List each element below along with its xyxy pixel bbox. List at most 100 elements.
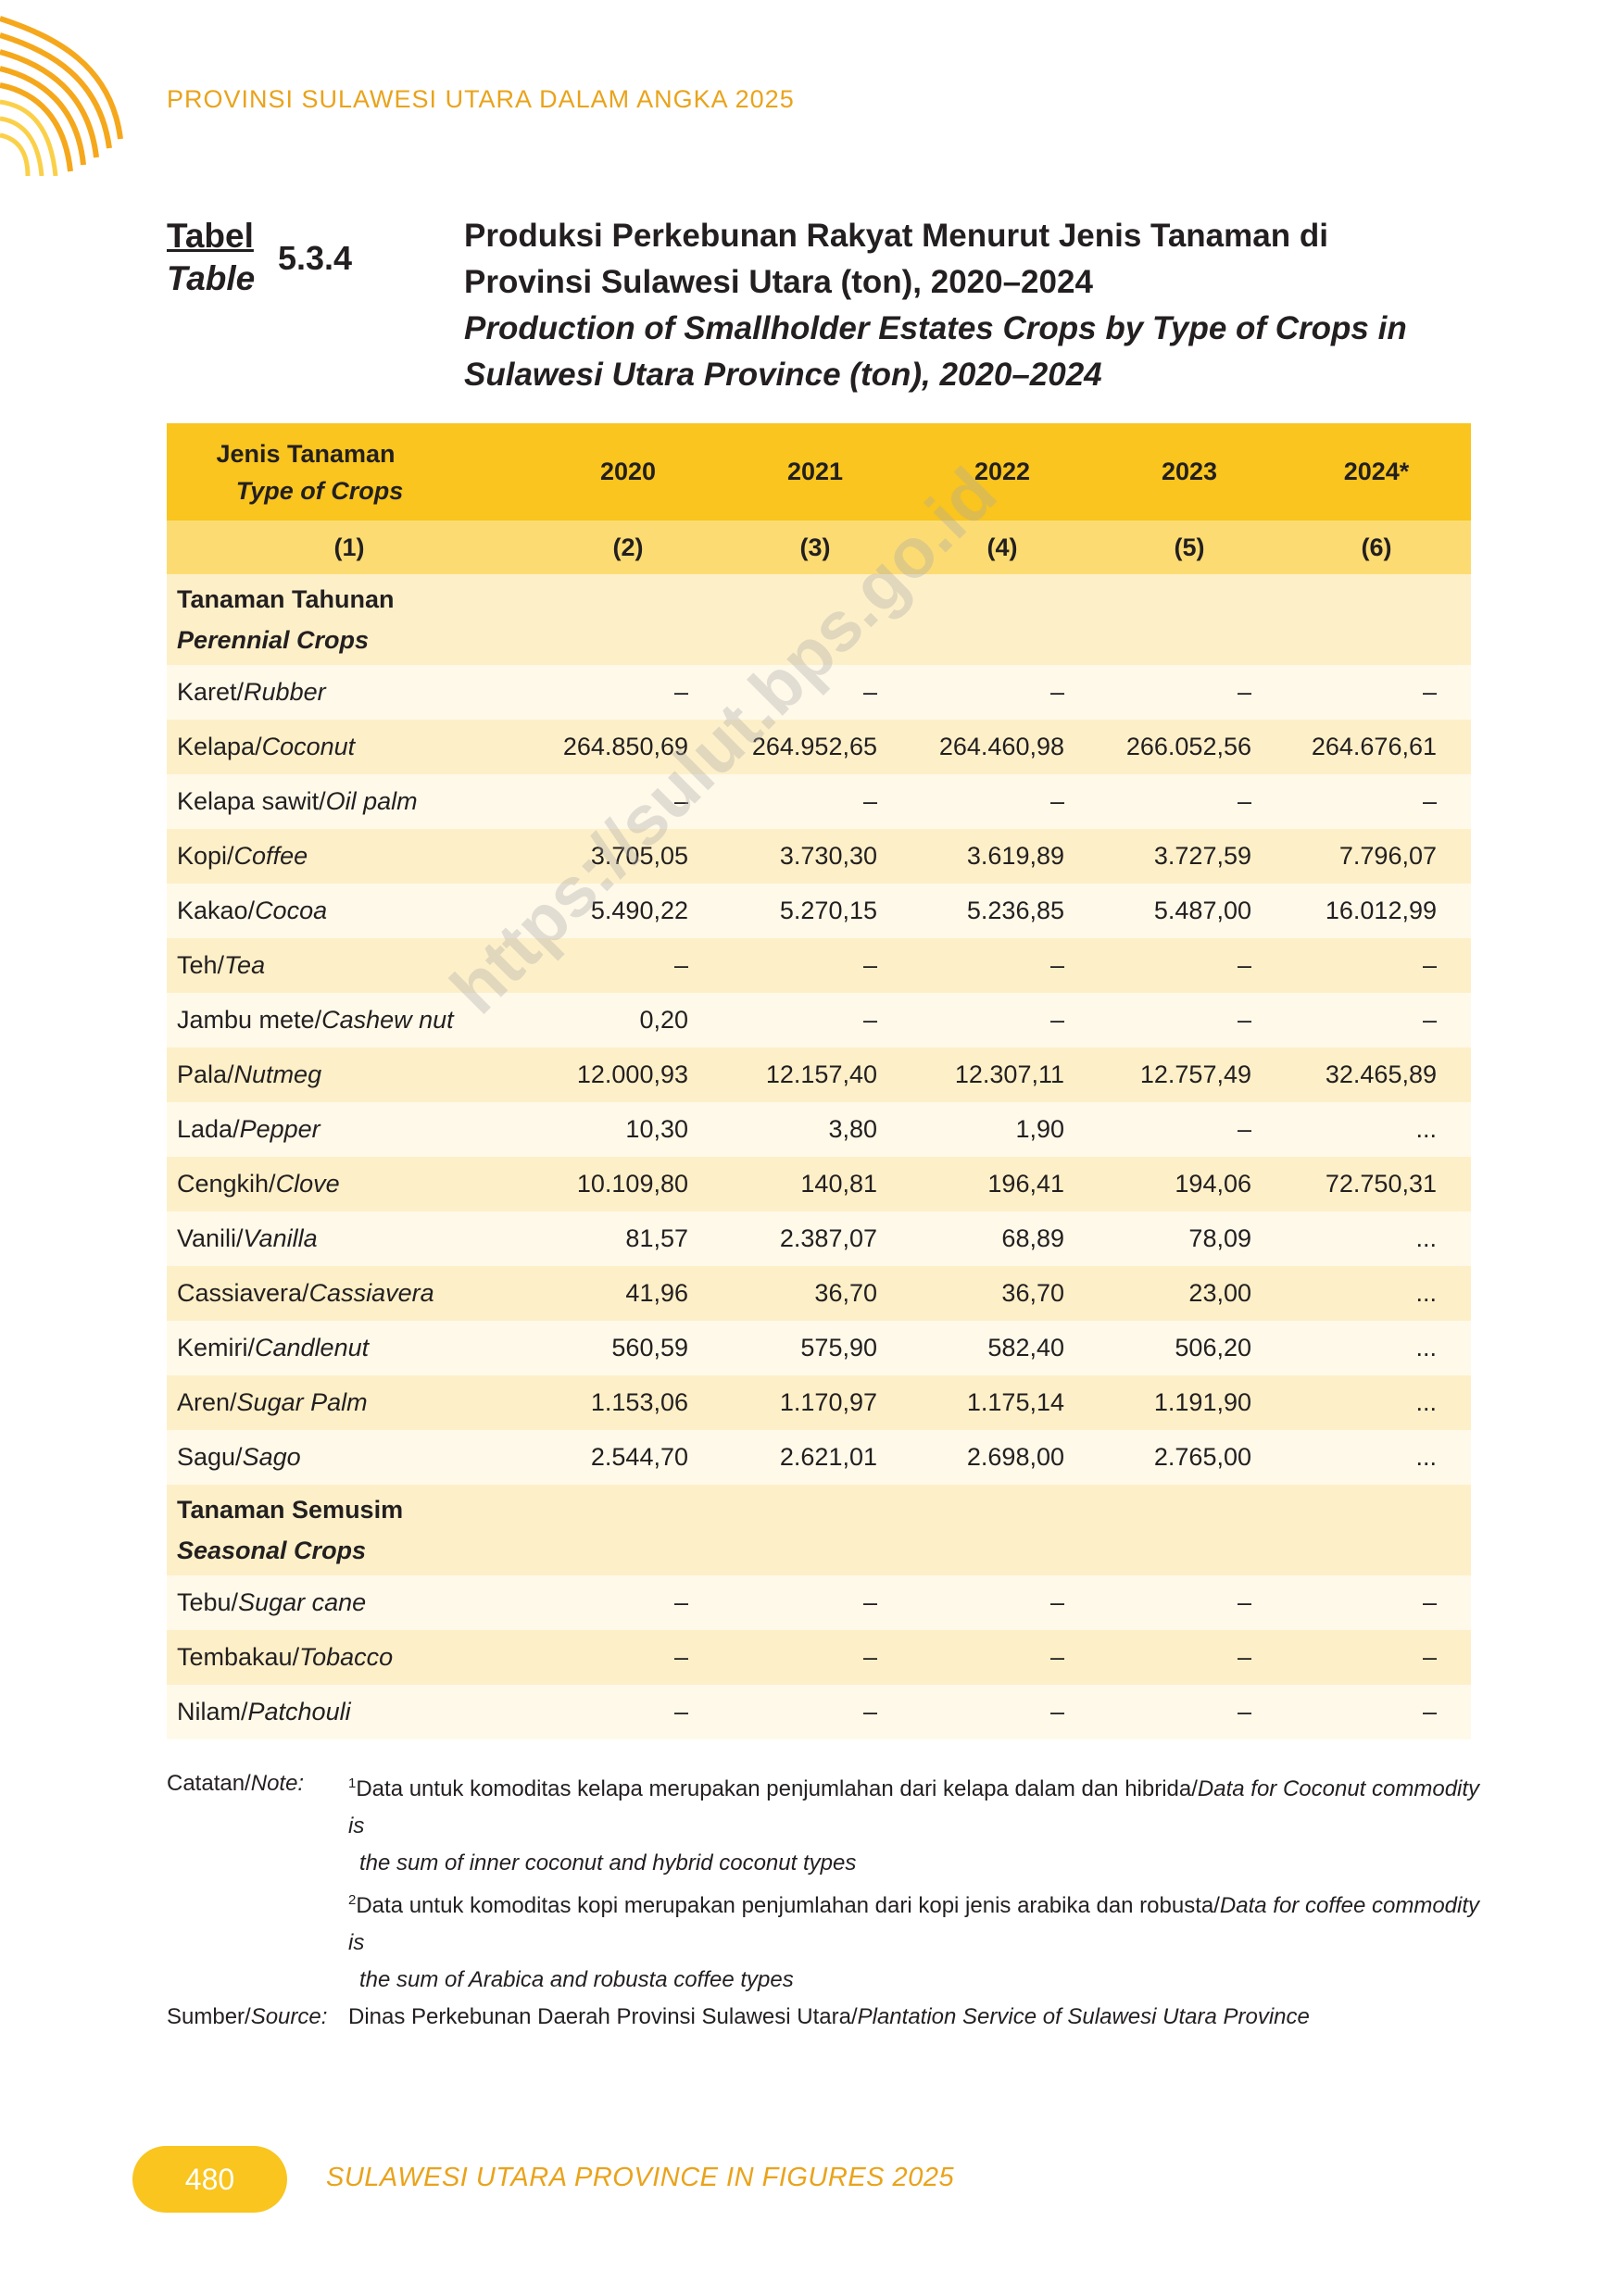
- crop-label: Cengkih/Clove: [177, 1157, 340, 1211]
- value-cell: –: [1237, 787, 1251, 815]
- value-cell: –: [673, 1643, 688, 1671]
- value-cell: –: [862, 951, 877, 979]
- table-word-id: Tabel: [167, 217, 254, 255]
- value-cell: ...: [1415, 1279, 1437, 1307]
- crop-en: Coffee: [233, 842, 308, 870]
- value-cell: 12.757,49: [1139, 1060, 1251, 1088]
- value-cell: 3.730,30: [779, 842, 877, 870]
- value-cell: –: [1049, 951, 1064, 979]
- value-cell: –: [1422, 1643, 1437, 1671]
- value-cell: 264.676,61: [1311, 733, 1437, 760]
- crop-id: Cassiavera/: [177, 1279, 309, 1307]
- crop-en: Sugar cane: [238, 1588, 367, 1616]
- value-cell: 12.307,11: [954, 1060, 1064, 1088]
- data-row: Teh/Tea – – – – –: [167, 938, 1471, 993]
- value-cell: –: [1422, 1006, 1437, 1034]
- value-cell: 5.487,00: [1153, 897, 1251, 924]
- column-number: (6): [1361, 533, 1392, 561]
- crop-en: Vanilla: [243, 1224, 318, 1252]
- crop-id: Kelapa/: [177, 733, 262, 760]
- crop-en: Clove: [275, 1170, 340, 1198]
- source-en: Plantation Service of Sulawesi Utara Pro…: [857, 2004, 1310, 2029]
- value-cell: 12.157,40: [765, 1060, 877, 1088]
- data-row: Cassiavera/Cassiavera 41,96 36,70 36,70 23,0…: [167, 1266, 1471, 1321]
- value-cell: 2.698,00: [966, 1443, 1064, 1471]
- value-cell: 3.619,89: [966, 842, 1064, 870]
- note-en: Data for coffee commodity is: [348, 1893, 1480, 1955]
- crop-id: Vanili/: [177, 1224, 244, 1252]
- value-cell: –: [1049, 1588, 1064, 1616]
- header-year: 2022: [974, 458, 1031, 485]
- title-id-line: Produksi Perkebunan Rakyat Menurut Jenis…: [464, 218, 1328, 254]
- value-cell: 0,20: [639, 1006, 688, 1034]
- value-cell: 16.012,99: [1325, 897, 1437, 924]
- value-cell: 194,06: [1175, 1170, 1251, 1198]
- crop-id: Aren/: [177, 1388, 237, 1416]
- value-cell: 72.750,31: [1325, 1170, 1437, 1198]
- value-cell: 36,70: [1001, 1279, 1064, 1307]
- value-cell: 12.000,93: [576, 1060, 688, 1088]
- note-label-en: Note:: [250, 1771, 305, 1796]
- value-cell: 2.621,01: [779, 1443, 877, 1471]
- value-cell: –: [673, 678, 688, 706]
- value-cell: –: [1049, 1006, 1064, 1034]
- crop-label: Teh/Tea: [177, 938, 265, 993]
- crop-id: Kopi/: [177, 842, 234, 870]
- crop-id: Kemiri/: [177, 1334, 256, 1361]
- value-cell: 1.153,06: [590, 1388, 688, 1416]
- value-cell: –: [1422, 951, 1437, 979]
- column-number: (5): [1174, 533, 1205, 561]
- note-cont: the sum of Arabica and robusta coffee ty…: [348, 1962, 1482, 1999]
- crop-label: Cassiavera/Cassiavera: [177, 1266, 434, 1321]
- value-cell: –: [862, 1006, 877, 1034]
- title-id-line: Provinsi Sulawesi Utara (ton), 2020–2024: [464, 264, 1093, 300]
- crop-id: Tembakau/: [177, 1643, 300, 1671]
- value-cell: 7.796,07: [1338, 842, 1437, 870]
- data-row: Kopi/Coffee 3.705,05 3.730,30 3.619,89 3.727…: [167, 829, 1471, 884]
- data-row: Kelapa sawit/Oil palm – – – – –: [167, 774, 1471, 829]
- value-cell: –: [862, 1588, 877, 1616]
- value-cell: 1,90: [1015, 1115, 1064, 1143]
- data-row: Lada/Pepper 10,30 3,80 1,90 –...: [167, 1102, 1471, 1157]
- data-row: Aren/Sugar Palm 1.153,06 1.170,97 1.175,14 1…: [167, 1375, 1471, 1430]
- value-cell: 1.175,14: [966, 1388, 1064, 1416]
- source-label-en: Source:: [250, 2004, 328, 2029]
- section-id: Tanaman Semusim: [177, 1496, 404, 1524]
- value-cell: ...: [1415, 1443, 1437, 1471]
- section-label: Tanaman Semusim Seasonal Crops: [177, 1485, 403, 1575]
- value-cell: –: [673, 951, 688, 979]
- title-en-line: Production of Smallholder Estates Crops …: [464, 310, 1407, 346]
- note-label: Catatan/Note:: [167, 1765, 304, 1802]
- value-cell: ...: [1415, 1224, 1437, 1252]
- value-cell: 3,80: [828, 1115, 877, 1143]
- value-cell: 196,41: [987, 1170, 1064, 1198]
- footer-text: SULAWESI UTARA PROVINCE IN FIGURES 2025: [326, 2163, 955, 2192]
- crop-id: Cengkih/: [177, 1170, 276, 1198]
- crop-label: Sagu/Sago: [177, 1430, 301, 1485]
- value-cell: 575,90: [800, 1334, 877, 1361]
- value-cell: 10.109,80: [576, 1170, 688, 1198]
- crop-id: Jambu mete/: [177, 1006, 322, 1034]
- section-en: Seasonal Crops: [177, 1537, 367, 1564]
- value-cell: –: [862, 787, 877, 815]
- data-table: Jenis Tanaman Type of Crops 2020 2021 2022 20…: [167, 423, 1471, 1739]
- value-cell: 68,89: [1001, 1224, 1064, 1252]
- crop-id: Tebu/: [177, 1588, 239, 1616]
- note-label-id: Catatan/: [167, 1771, 251, 1796]
- crop-label: Kakao/Cocoa: [177, 884, 327, 938]
- crop-label: Kemiri/Candlenut: [177, 1321, 369, 1375]
- crop-en: Tea: [224, 951, 266, 979]
- value-cell: 32.465,89: [1325, 1060, 1437, 1088]
- section-label: Tanaman Tahunan Perennial Crops: [177, 574, 395, 665]
- value-cell: –: [1237, 1698, 1251, 1725]
- value-cell: ...: [1415, 1388, 1437, 1416]
- crop-id: Lada/: [177, 1115, 240, 1143]
- section-en: Perennial Crops: [177, 626, 370, 654]
- crop-label: Vanili/Vanilla: [177, 1211, 318, 1266]
- value-cell: –: [1237, 1588, 1251, 1616]
- data-row: Jambu mete/Cashew nut 0,20 – – – –: [167, 993, 1471, 1048]
- note-item: 1Data untuk komoditas kelapa merupakan p…: [348, 1765, 1482, 1845]
- value-cell: 3.727,59: [1153, 842, 1251, 870]
- data-row: Vanili/Vanilla 81,57 2.387,07 68,89 78,09...: [167, 1211, 1471, 1266]
- source-block: Sumber/Source: Dinas Perkebunan Daerah Pr…: [167, 1999, 1482, 2036]
